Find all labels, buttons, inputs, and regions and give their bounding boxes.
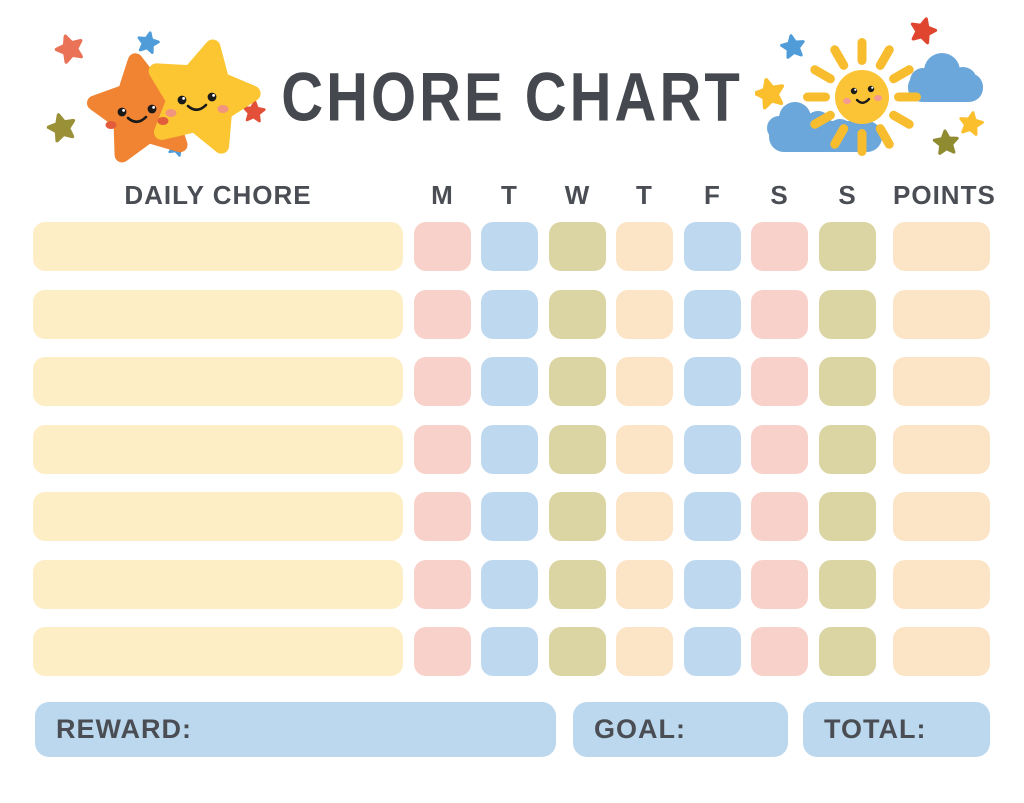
day-checkbox-cell[interactable]	[819, 425, 876, 474]
day-checkbox-cell[interactable]	[549, 560, 606, 609]
points-cell[interactable]	[893, 222, 990, 271]
points-cell[interactable]	[893, 627, 990, 676]
day-header: T	[501, 180, 518, 210]
points-cell[interactable]	[893, 425, 990, 474]
day-checkbox-cell[interactable]	[751, 627, 808, 676]
day-checkbox-cell[interactable]	[751, 290, 808, 339]
day-checkbox-cell[interactable]	[684, 222, 741, 271]
day-header: M	[431, 180, 454, 210]
day-header: S	[770, 180, 789, 210]
day-checkbox-cell[interactable]	[684, 357, 741, 406]
orange-star-face	[105, 104, 169, 129]
small-red-star-icon	[907, 14, 940, 46]
day-checkbox-cell[interactable]	[684, 627, 741, 676]
day-checkbox-cell[interactable]	[414, 222, 471, 271]
day-header: W	[564, 180, 591, 210]
day-checkbox-cell[interactable]	[819, 560, 876, 609]
reward-field[interactable]: REWARD:	[35, 702, 556, 757]
day-checkbox-cell[interactable]	[684, 425, 741, 474]
day-header: T	[636, 180, 653, 210]
goal-field[interactable]: GOAL:	[573, 702, 788, 757]
stars-decoration-icon	[44, 16, 290, 170]
page-title: CHORE CHART	[281, 59, 743, 136]
sun-rays	[803, 38, 921, 156]
small-olive-star-icon	[932, 128, 960, 156]
small-yellow-star-icon	[957, 109, 986, 137]
day-checkbox-cell[interactable]	[414, 560, 471, 609]
day-checkbox-cell[interactable]	[549, 425, 606, 474]
day-checkbox-cell[interactable]	[481, 492, 538, 541]
day-checkbox-cell[interactable]	[751, 425, 808, 474]
yellow-star-icon	[143, 36, 261, 150]
day-checkbox-cell[interactable]	[414, 290, 471, 339]
day-checkbox-cell[interactable]	[549, 492, 606, 541]
day-checkbox-cell[interactable]	[481, 222, 538, 271]
chore-name-field[interactable]	[33, 425, 403, 474]
points-cell[interactable]	[893, 290, 990, 339]
points-cell[interactable]	[893, 357, 990, 406]
day-checkbox-cell[interactable]	[414, 627, 471, 676]
chore-name-field[interactable]	[33, 492, 403, 541]
chore-name-field[interactable]	[33, 290, 403, 339]
chore-name-field[interactable]	[33, 357, 403, 406]
day-checkbox-cell[interactable]	[549, 357, 606, 406]
sun-clouds-decoration-icon	[755, 14, 986, 156]
sun-icon	[835, 70, 889, 124]
cloud-icon	[908, 53, 983, 102]
day-checkbox-cell[interactable]	[481, 357, 538, 406]
day-checkbox-cell[interactable]	[616, 290, 673, 339]
small-coral-star-icon	[51, 30, 88, 66]
points-cell[interactable]	[893, 560, 990, 609]
day-checkbox-cell[interactable]	[414, 357, 471, 406]
chore-name-field[interactable]	[33, 560, 403, 609]
day-header: S	[838, 180, 857, 210]
yellow-star-face	[165, 92, 229, 117]
small-olive-star-icon	[44, 109, 79, 144]
small-blue-star-icon	[778, 32, 807, 60]
day-checkbox-cell[interactable]	[751, 492, 808, 541]
day-checkbox-cell[interactable]	[819, 627, 876, 676]
day-checkbox-cell[interactable]	[616, 222, 673, 271]
day-checkbox-cell[interactable]	[684, 560, 741, 609]
day-checkbox-cell[interactable]	[616, 560, 673, 609]
day-header: F	[704, 180, 721, 210]
day-checkbox-cell[interactable]	[414, 425, 471, 474]
day-checkbox-cell[interactable]	[616, 357, 673, 406]
day-checkbox-cell[interactable]	[481, 290, 538, 339]
day-checkbox-cell[interactable]	[481, 627, 538, 676]
day-checkbox-cell[interactable]	[549, 222, 606, 271]
points-cell[interactable]	[893, 492, 990, 541]
day-checkbox-cell[interactable]	[414, 492, 471, 541]
total-field[interactable]: TOTAL:	[803, 702, 990, 757]
day-checkbox-cell[interactable]	[549, 627, 606, 676]
small-yellow-star-icon	[755, 74, 789, 111]
day-checkbox-cell[interactable]	[819, 290, 876, 339]
small-blue-star-icon	[135, 29, 162, 55]
day-checkbox-cell[interactable]	[751, 357, 808, 406]
day-checkbox-cell[interactable]	[819, 357, 876, 406]
day-checkbox-cell[interactable]	[819, 492, 876, 541]
day-checkbox-cell[interactable]	[549, 290, 606, 339]
day-checkbox-cell[interactable]	[751, 222, 808, 271]
day-checkbox-cell[interactable]	[481, 425, 538, 474]
day-checkbox-cell[interactable]	[819, 222, 876, 271]
day-checkbox-cell[interactable]	[751, 560, 808, 609]
day-checkbox-cell[interactable]	[616, 425, 673, 474]
points-header: POINTS	[893, 180, 996, 210]
chore-name-field[interactable]	[33, 222, 403, 271]
chore-name-field[interactable]	[33, 627, 403, 676]
day-checkbox-cell[interactable]	[616, 492, 673, 541]
day-checkbox-cell[interactable]	[616, 627, 673, 676]
day-checkbox-cell[interactable]	[684, 290, 741, 339]
day-checkbox-cell[interactable]	[481, 560, 538, 609]
daily-chore-header: DAILY CHORE	[124, 180, 312, 210]
day-checkbox-cell[interactable]	[684, 492, 741, 541]
